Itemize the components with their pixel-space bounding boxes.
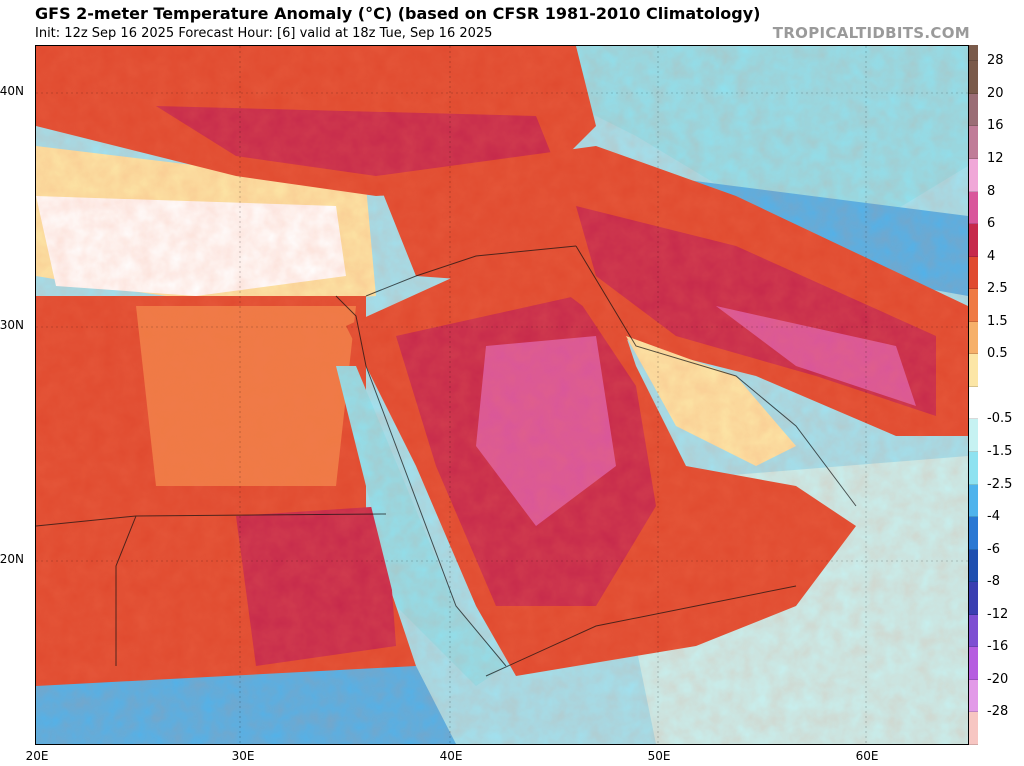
colorbar-label: 20 — [987, 85, 1004, 101]
lat-label-30n: 30N — [0, 318, 24, 332]
colorbar-label: -12 — [987, 606, 1009, 622]
colorbar-swatch — [969, 712, 978, 745]
colorbar-label: -16 — [987, 639, 1009, 655]
borders — [36, 245, 857, 677]
colorbar-level — [969, 354, 1024, 387]
colorbar-level — [969, 419, 1024, 452]
colorbar-swatch — [969, 158, 978, 192]
colorbar-label: 28 — [987, 53, 1004, 69]
colorbar-level — [969, 484, 1024, 518]
lon-label-40e: 40E — [439, 749, 463, 763]
colorbar-level — [969, 451, 1024, 485]
color-scale: 28 20 16 12 8 6 4 2.5 1.5 0.5 -0.5 -1.5 -2.5 -4 -6 -8 -1… — [969, 45, 1024, 745]
colorbar-swatch — [969, 126, 978, 159]
colorbar-level — [969, 679, 1024, 713]
colorbar-level — [969, 582, 1024, 615]
colorbar-cap — [969, 45, 1024, 62]
colorbar-level — [969, 321, 1024, 355]
lon-label-30e: 30E — [231, 749, 255, 763]
colorbar-level — [969, 93, 1024, 127]
colorbar-swatch — [969, 549, 978, 583]
colorbar-swatch — [969, 582, 978, 615]
site-brand: TROPICALTIDBITS.COM — [772, 24, 970, 42]
colorbar-level — [969, 61, 1024, 94]
colorbar-level — [969, 614, 1024, 648]
colorbar-swatch — [969, 224, 978, 257]
colorbar-label: 16 — [987, 118, 1004, 134]
colorbar-swatch — [969, 451, 978, 485]
forecast-info: Init: 12z Sep 16 2025 Forecast Hour: [6]… — [35, 26, 493, 41]
colorbar-swatch — [969, 679, 978, 713]
colorbar-label: 0.5 — [987, 346, 1008, 362]
colorbar-swatch — [969, 517, 978, 550]
colorbar-label: -6 — [987, 541, 1000, 557]
colorbar-swatch — [969, 289, 978, 322]
lat-label-20n: 20N — [0, 552, 24, 566]
colorbar-label: -8 — [987, 574, 1000, 590]
lon-label-50e: 50E — [647, 749, 671, 763]
colorbar-level — [969, 549, 1024, 583]
colorbar-level — [969, 256, 1024, 290]
colorbar-label: -0.5 — [987, 411, 1013, 427]
colorbar-swatch — [969, 191, 978, 225]
lat-label-40n: 40N — [0, 84, 24, 98]
colorbar-level — [969, 386, 1024, 420]
colorbar-level — [969, 191, 1024, 225]
colorbar-level — [969, 224, 1024, 257]
colorbar-level — [969, 517, 1024, 550]
colorbar-swatch — [969, 614, 978, 648]
map-canvas — [36, 46, 968, 744]
colorbar-label: -28 — [987, 704, 1009, 720]
colorbar-label: 4 — [987, 248, 996, 264]
colorbar-label: -1.5 — [987, 443, 1013, 459]
colorbar-label: 6 — [987, 216, 996, 232]
colorbar-label: 1.5 — [987, 313, 1008, 329]
colorbar-level — [969, 158, 1024, 192]
colorbar-level — [969, 289, 1024, 322]
colorbar-label: -4 — [987, 509, 1000, 525]
colorbar-swatch — [969, 93, 978, 127]
colorbar-label: -20 — [987, 671, 1009, 687]
map-title: GFS 2-meter Temperature Anomaly (°C) (ba… — [35, 4, 761, 23]
colorbar-level — [969, 647, 1024, 680]
colorbar-level — [969, 126, 1024, 159]
colorbar-level — [969, 712, 1024, 745]
anomaly-map — [35, 45, 969, 745]
colorbar-label: -2.5 — [987, 476, 1013, 492]
colorbar-swatch — [969, 419, 978, 452]
colorbar-swatch — [969, 61, 978, 94]
colorbar-swatch — [969, 256, 978, 290]
colorbar-swatch — [969, 386, 978, 420]
graticule — [36, 46, 968, 744]
colorbar-swatch — [969, 484, 978, 518]
colorbar-swatch — [969, 45, 978, 62]
colorbar-swatch — [969, 354, 978, 387]
lon-label-60e: 60E — [855, 749, 879, 763]
colorbar-swatch — [969, 647, 978, 680]
colorbar-label: 8 — [987, 183, 996, 199]
colorbar-label: 12 — [987, 150, 1004, 166]
noise-texture — [36, 46, 968, 744]
colorbar-swatch — [969, 321, 978, 355]
colorbar-label: 2.5 — [987, 281, 1008, 297]
lon-label-20e: 20E — [25, 749, 49, 763]
